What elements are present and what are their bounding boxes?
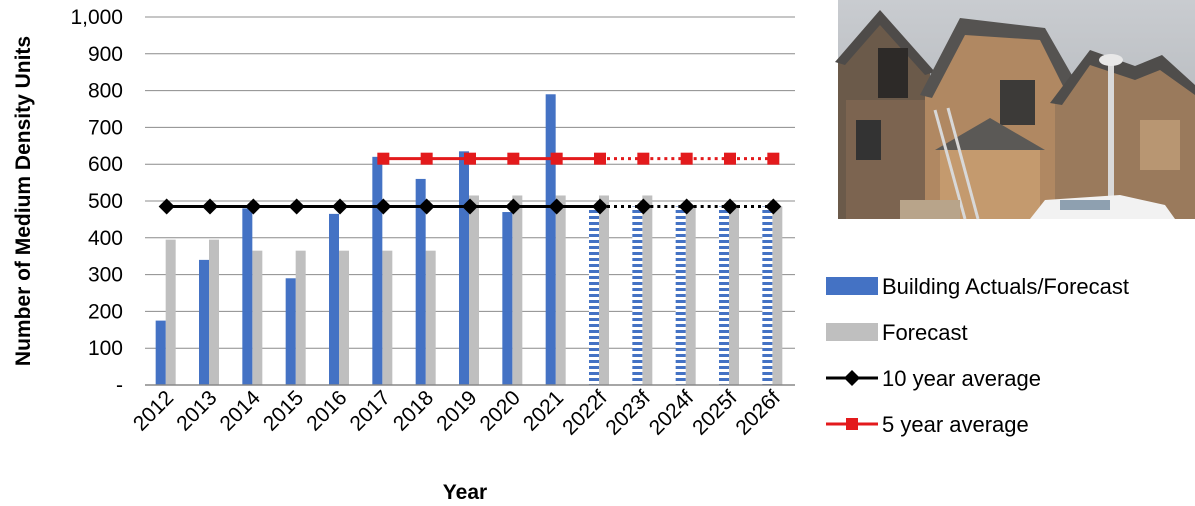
legend-label: Forecast <box>882 320 968 345</box>
marker-10yr-avg <box>592 198 608 215</box>
bar-forecast <box>685 206 696 385</box>
legend-label: Building Actuals/Forecast <box>882 274 1129 299</box>
bar-forecast <box>555 195 566 385</box>
legend-label: 10 year average <box>882 366 1041 391</box>
marker-10yr-avg <box>462 198 478 215</box>
y-tick-label: 900 <box>88 43 123 66</box>
marker-10yr-avg <box>678 198 695 215</box>
x-tick-label: 2016 <box>302 386 351 435</box>
marker-10yr-avg <box>375 198 392 215</box>
marker-5yr-avg <box>594 152 606 165</box>
bar-forecast <box>382 250 393 385</box>
x-tick-label: 2024f <box>645 386 699 440</box>
x-tick-label: 2023f <box>601 386 655 440</box>
marker-10yr-avg <box>418 198 435 215</box>
marker-10yr-avg <box>288 198 305 215</box>
bar-forecast <box>772 206 783 385</box>
bar-building-actuals <box>545 94 556 385</box>
y-tick-label: 500 <box>88 190 123 213</box>
bar-forecast <box>295 250 306 385</box>
marker-10yr-avg <box>635 198 652 215</box>
bar-building-actuals <box>242 208 253 385</box>
bar-building-actuals <box>502 212 513 385</box>
y-tick-label: 100 <box>88 337 123 360</box>
marker-10yr-avg <box>548 198 565 215</box>
x-tick-label: 2020 <box>476 386 525 435</box>
marker-5yr-avg <box>550 152 563 165</box>
bar-building-actuals <box>199 259 209 385</box>
marker-10yr-avg <box>505 198 522 215</box>
bar-forecast <box>165 239 176 385</box>
bar-building-actuals <box>762 206 773 385</box>
marker-5yr-avg <box>507 152 520 165</box>
legend-label: 5 year average <box>882 412 1029 437</box>
bar-forecast <box>252 250 263 385</box>
bar-forecast <box>339 250 349 385</box>
x-tick-label: 2026f <box>731 386 785 440</box>
bar-building-actuals <box>459 151 469 385</box>
x-tick-label: 2021 <box>519 386 568 435</box>
y-tick-label: 800 <box>88 80 123 103</box>
marker-10yr-avg <box>245 198 262 215</box>
marker-5yr-avg <box>724 152 736 165</box>
marker-5yr-avg <box>680 152 693 165</box>
x-axis-title: Year <box>443 481 487 504</box>
legend-swatch <box>826 323 878 341</box>
bar-forecast <box>729 206 739 385</box>
bar-building-actuals <box>155 320 166 385</box>
marker-10yr-avg <box>332 198 348 215</box>
x-tick-label: 2017 <box>346 386 395 435</box>
marker-10yr-avg <box>202 198 218 215</box>
y-tick-label: 1,000 <box>70 6 123 29</box>
marker-5yr-avg <box>420 152 433 165</box>
bar-forecast <box>209 239 219 385</box>
y-tick-label: 400 <box>88 227 123 250</box>
y-tick-label: - <box>116 374 123 397</box>
marker-5yr-avg <box>637 152 650 165</box>
x-tick-labels: 2012201320142015201620172018201920202021… <box>129 386 785 440</box>
x-tick-label: 2018 <box>389 386 438 435</box>
bar-building-actuals <box>415 178 426 385</box>
y-tick-label: 200 <box>88 300 123 323</box>
bars <box>155 94 783 385</box>
legend: Building Actuals/Forecast Forecast 10 year… <box>826 274 1129 437</box>
bar-building-actuals <box>719 206 729 385</box>
bar-building-actuals <box>285 278 296 385</box>
legend-swatch <box>826 277 878 295</box>
marker-5yr-avg <box>464 152 476 165</box>
x-tick-label: 2019 <box>432 386 481 435</box>
bar-forecast <box>599 195 609 385</box>
average-lines <box>158 152 782 215</box>
marker-10yr-avg <box>722 198 738 215</box>
marker-10yr-avg <box>765 198 782 215</box>
y-tick-label: 700 <box>88 116 123 139</box>
bar-forecast <box>512 195 523 385</box>
bar-forecast <box>469 195 479 385</box>
x-tick-label: 2025f <box>688 386 742 440</box>
bar-building-actuals <box>675 206 686 385</box>
bar-forecast <box>642 195 653 385</box>
y-tick-labels: - 100 200 300 400 500 600 700 800 900 1,000 <box>70 6 123 397</box>
marker-5yr-avg <box>767 152 780 165</box>
bar-building-actuals <box>632 206 643 385</box>
marker-10yr-avg <box>158 198 175 215</box>
legend-marker <box>846 418 858 430</box>
y-tick-label: 600 <box>88 153 123 176</box>
y-tick-label: 300 <box>88 264 123 287</box>
x-tick-label: 2013 <box>172 386 221 435</box>
bar-building-actuals <box>329 213 339 385</box>
x-tick-label: 2015 <box>259 386 308 435</box>
houses-photo <box>835 0 1195 220</box>
x-tick-label: 2012 <box>129 386 178 435</box>
bar-building-actuals <box>589 206 599 385</box>
legend-marker <box>844 370 860 386</box>
marker-5yr-avg <box>377 152 390 165</box>
bar-forecast <box>425 250 436 385</box>
x-tick-label: 2022f <box>558 386 612 440</box>
y-axis-title: Number of Medium Density Units <box>12 36 35 366</box>
bar-building-actuals <box>372 156 383 385</box>
x-tick-label: 2014 <box>216 386 266 436</box>
